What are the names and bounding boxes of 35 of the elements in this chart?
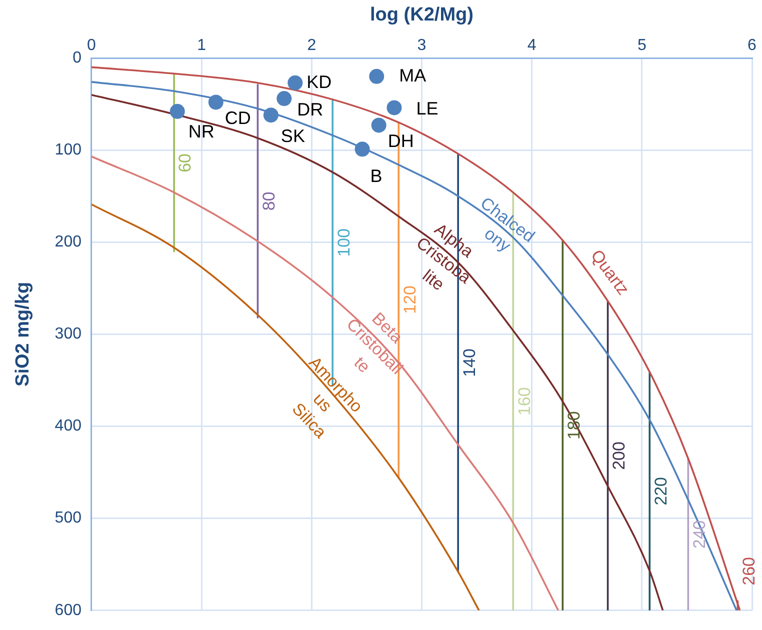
x-axis-title: log (K2/Mg)	[370, 4, 474, 26]
y-tick-label: 600	[54, 602, 82, 619]
y-axis-title: SiO2 mg/kg	[12, 282, 34, 386]
text: 80	[259, 192, 278, 211]
x-tick-label: 0	[87, 36, 96, 54]
x-tick-label: 6	[748, 36, 757, 54]
x-tick-label: 4	[527, 36, 536, 54]
series-label: SK	[280, 126, 305, 146]
series-label: CD	[224, 108, 251, 128]
series-label: NR	[188, 121, 214, 142]
y-tick-label: 500	[54, 510, 82, 527]
y-tick-label: 400	[54, 418, 82, 435]
text: 180	[564, 411, 584, 440]
y-tick-label: 200	[54, 234, 82, 251]
series-label: B	[370, 166, 382, 186]
series-label: DR	[297, 99, 324, 120]
text: 160	[514, 387, 534, 416]
text: 120	[400, 285, 420, 314]
text: 260	[739, 557, 758, 586]
y-tick-label: 0	[72, 49, 82, 66]
x-tick-label: 2	[307, 36, 316, 54]
y-tick-label: 100	[54, 141, 82, 158]
text: 220	[651, 476, 670, 506]
text: 200	[609, 442, 628, 470]
x-tick-label: 3	[417, 36, 426, 54]
y-tick-label: 300	[54, 326, 82, 343]
text: 240	[690, 520, 709, 549]
x-tick-label: 5	[637, 36, 646, 54]
text: 60	[176, 153, 195, 172]
series-label: KD	[306, 72, 332, 92]
text: 140	[460, 348, 479, 377]
series-label: LE	[416, 98, 438, 119]
series-label: MA	[399, 65, 426, 86]
x-tick-label: 1	[197, 36, 206, 54]
text: 100	[334, 228, 354, 257]
